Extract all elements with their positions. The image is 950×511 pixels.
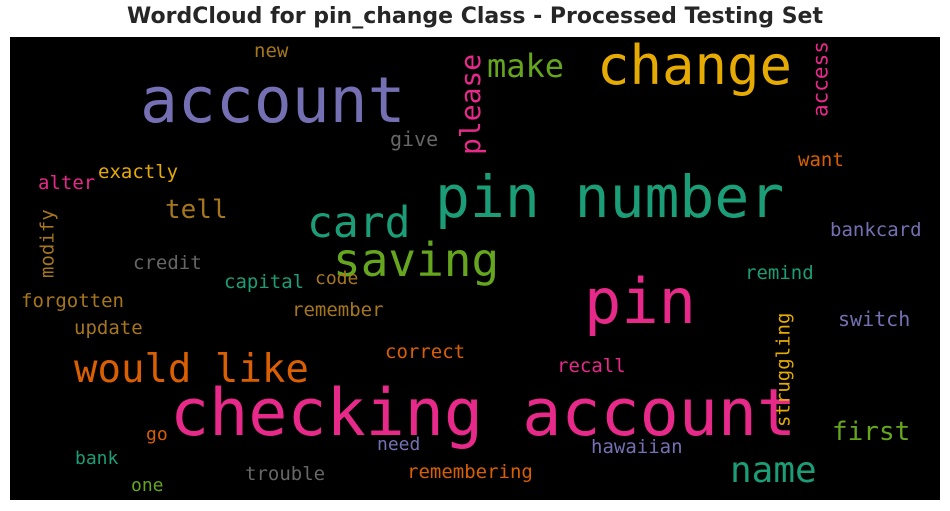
word-saving: saving bbox=[333, 233, 499, 287]
word-first: first bbox=[832, 417, 910, 447]
word-would-like: would like bbox=[74, 347, 309, 392]
word-make: make bbox=[487, 47, 564, 85]
word-please: please bbox=[454, 54, 487, 155]
word-bank: bank bbox=[75, 448, 119, 469]
word-account: account bbox=[140, 64, 406, 137]
word-access: access bbox=[808, 41, 832, 117]
wordcloud: account change pin number pin checking accou… bbox=[10, 37, 940, 500]
word-hawaiian: hawaiian bbox=[591, 436, 683, 458]
word-tell: tell bbox=[165, 195, 228, 225]
word-bankcard: bankcard bbox=[830, 219, 922, 241]
word-code: code bbox=[315, 268, 358, 289]
word-need: need bbox=[377, 434, 420, 455]
word-remember: remember bbox=[292, 299, 384, 321]
word-recall: recall bbox=[557, 355, 626, 377]
wordcloud-background bbox=[10, 37, 940, 500]
chart-title: WordCloud for pin_change Class - Process… bbox=[127, 4, 823, 29]
word-remembering: remembering bbox=[407, 461, 533, 483]
word-one: one bbox=[131, 475, 164, 496]
word-want: want bbox=[798, 149, 844, 171]
word-give: give bbox=[390, 127, 438, 151]
word-credit: credit bbox=[133, 252, 202, 274]
word-name: name bbox=[730, 450, 817, 491]
word-correct: correct bbox=[385, 341, 465, 363]
word-pin: pin bbox=[584, 265, 696, 338]
word-update: update bbox=[74, 317, 143, 339]
word-forgotten: forgotten bbox=[21, 290, 124, 312]
word-capital: capital bbox=[224, 271, 304, 293]
word-struggling: struggling bbox=[773, 313, 795, 427]
word-new: new bbox=[254, 40, 289, 62]
word-trouble: trouble bbox=[245, 463, 325, 485]
word-change: change bbox=[597, 37, 792, 97]
wordcloud-words: account change pin number pin checking accou… bbox=[21, 37, 922, 496]
word-go: go bbox=[146, 424, 168, 445]
word-alter: alter bbox=[38, 172, 95, 194]
word-exactly: exactly bbox=[98, 161, 178, 183]
word-card: card bbox=[307, 198, 411, 248]
word-modify: modify bbox=[37, 209, 59, 278]
word-switch: switch bbox=[838, 307, 910, 331]
word-pin-number: pin number bbox=[435, 163, 784, 231]
word-remind: remind bbox=[745, 262, 814, 284]
word-checking-account: checking account bbox=[170, 376, 796, 451]
